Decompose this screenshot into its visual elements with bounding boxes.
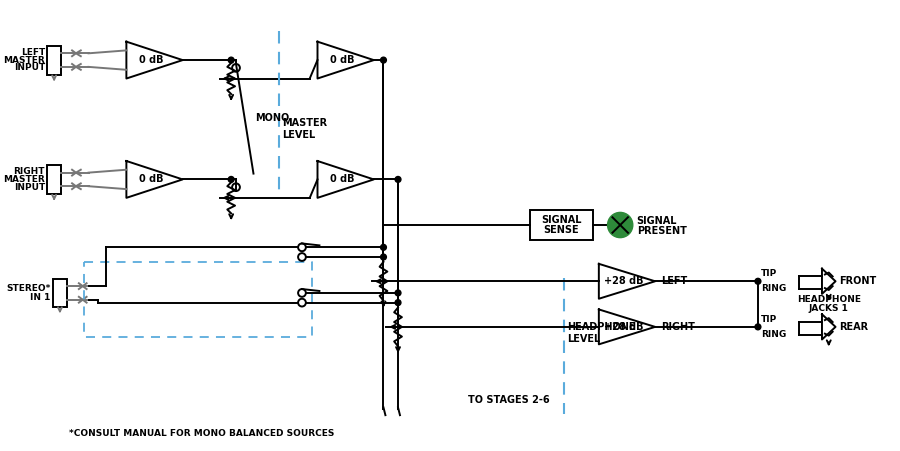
Text: IN 1: IN 1 <box>31 293 50 302</box>
Circle shape <box>395 300 400 305</box>
Text: MASTER: MASTER <box>282 118 328 128</box>
Text: MASTER: MASTER <box>3 175 45 184</box>
Text: 0 dB: 0 dB <box>330 175 355 184</box>
Text: SENSE: SENSE <box>544 225 580 235</box>
Circle shape <box>608 212 633 238</box>
Text: JACKS 1: JACKS 1 <box>809 304 849 313</box>
Circle shape <box>395 176 400 182</box>
Text: HEADPHONE: HEADPHONE <box>567 322 635 332</box>
Text: LEFT: LEFT <box>661 276 688 286</box>
Text: LEVEL: LEVEL <box>567 334 600 344</box>
FancyBboxPatch shape <box>47 165 61 194</box>
Circle shape <box>381 244 386 250</box>
Text: TIP: TIP <box>760 315 777 324</box>
Circle shape <box>229 57 234 63</box>
Text: MONO: MONO <box>256 113 290 123</box>
Text: +28 dB: +28 dB <box>604 322 644 332</box>
Text: *CONSULT MANUAL FOR MONO BALANCED SOURCES: *CONSULT MANUAL FOR MONO BALANCED SOURCE… <box>69 429 335 438</box>
Circle shape <box>229 176 234 182</box>
Text: INPUT: INPUT <box>14 63 45 72</box>
Circle shape <box>395 290 400 296</box>
Text: SIGNAL: SIGNAL <box>636 216 677 226</box>
Text: SIGNAL: SIGNAL <box>541 215 581 225</box>
FancyBboxPatch shape <box>53 279 68 307</box>
Text: 0 dB: 0 dB <box>140 175 164 184</box>
Text: PRESENT: PRESENT <box>636 226 687 236</box>
Circle shape <box>381 254 386 260</box>
Text: TIP: TIP <box>760 269 777 278</box>
Text: RIGHT: RIGHT <box>661 322 695 332</box>
FancyBboxPatch shape <box>47 46 61 75</box>
Text: 0 dB: 0 dB <box>140 55 164 65</box>
FancyBboxPatch shape <box>530 211 593 239</box>
Circle shape <box>381 57 386 63</box>
Text: RIGHT: RIGHT <box>14 167 45 176</box>
Text: LEFT: LEFT <box>21 48 45 57</box>
Text: FRONT: FRONT <box>840 276 877 286</box>
Circle shape <box>755 278 760 284</box>
Text: LEVEL: LEVEL <box>282 130 315 140</box>
Text: MASTER: MASTER <box>3 55 45 64</box>
Text: RING: RING <box>760 330 786 339</box>
Text: +28 dB: +28 dB <box>604 276 644 286</box>
Text: HEADPHONE: HEADPHONE <box>796 295 860 304</box>
Text: STEREO*: STEREO* <box>6 284 50 293</box>
Text: REAR: REAR <box>840 322 868 332</box>
Text: RING: RING <box>760 284 786 293</box>
Circle shape <box>755 324 760 330</box>
Text: TO STAGES 2-6: TO STAGES 2-6 <box>468 395 550 405</box>
Text: 0 dB: 0 dB <box>330 55 355 65</box>
Text: INPUT: INPUT <box>14 183 45 192</box>
